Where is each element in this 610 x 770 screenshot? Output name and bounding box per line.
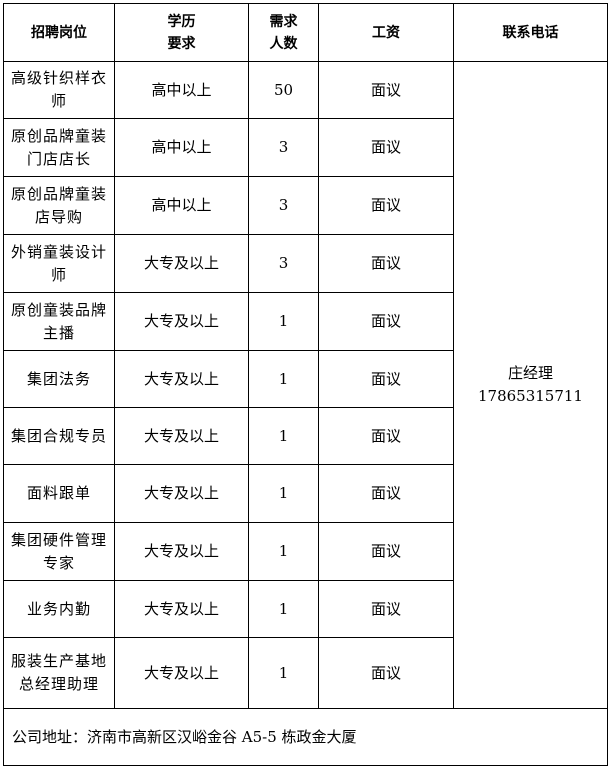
salary-cell: 面议 — [318, 407, 454, 465]
table-row: 集团法务 大专及以上 1 面议 — [3, 350, 608, 408]
salary-cell: 面议 — [318, 522, 454, 581]
salary-cell: 面议 — [318, 350, 454, 408]
table-row: 集团合规专员 大专及以上 1 面议 — [3, 407, 608, 465]
count-cell: 3 — [248, 176, 319, 235]
table-row: 高级针织样衣师 高中以上 50 面议 庄经理 17865315711 — [3, 61, 608, 709]
header-contact: 联系电话 — [453, 3, 608, 62]
education-cell: 大专及以上 — [114, 522, 249, 581]
salary-cell: 面议 — [318, 118, 454, 177]
education-cell: 大专及以上 — [114, 464, 249, 523]
salary-cell: 面议 — [318, 464, 454, 523]
position-cell: 原创童装品牌主播 — [3, 292, 115, 351]
position-cell: 集团硬件管理专家 — [3, 522, 115, 581]
table-row: 原创童装品牌主播 大专及以上 1 面议 — [3, 292, 608, 351]
education-cell: 大专及以上 — [114, 234, 249, 293]
count-cell: 3 — [248, 118, 319, 177]
table-row: 业务内勤 大专及以上 1 面议 — [3, 580, 608, 638]
count-cell: 1 — [248, 522, 319, 581]
contact-phone: 17865315711 — [478, 387, 583, 405]
count-cell: 1 — [248, 350, 319, 408]
table-row: 原创品牌童装门店店长 高中以上 3 面议 — [3, 118, 608, 177]
salary-cell: 面议 — [318, 61, 454, 119]
position-cell: 服装生产基地总经理助理 — [3, 637, 115, 709]
education-cell: 高中以上 — [114, 176, 249, 235]
education-cell: 高中以上 — [114, 61, 249, 119]
header-row: 招聘岗位 学历 要求 需求 人数 工资 联系电话 — [3, 3, 608, 62]
count-cell: 50 — [248, 61, 319, 119]
position-cell: 集团法务 — [3, 350, 115, 408]
contact-name: 庄经理 — [507, 364, 553, 382]
header-education: 学历 要求 — [114, 3, 249, 62]
count-cell: 1 — [248, 464, 319, 523]
position-cell: 原创品牌童装店导购 — [3, 176, 115, 235]
position-cell: 面料跟单 — [3, 464, 115, 523]
header-count-text: 需求 人数 — [269, 13, 298, 52]
contact-cell: 庄经理 17865315711 — [453, 61, 608, 709]
salary-cell: 面议 — [318, 580, 454, 638]
header-education-text: 学历 要求 — [167, 13, 196, 52]
education-cell: 大专及以上 — [114, 407, 249, 465]
header-position: 招聘岗位 — [3, 3, 115, 62]
count-cell: 3 — [248, 234, 319, 293]
count-cell: 1 — [248, 292, 319, 351]
recruitment-table: 招聘岗位 学历 要求 需求 人数 工资 联系电话 高级针织样衣师 高中以上 50 面议… — [3, 3, 608, 766]
table-row: 服装生产基地总经理助理 大专及以上 1 面议 — [3, 637, 608, 709]
count-cell: 1 — [248, 407, 319, 465]
position-cell: 高级针织样衣师 — [3, 61, 115, 119]
count-cell: 1 — [248, 637, 319, 709]
education-cell: 高中以上 — [114, 118, 249, 177]
position-cell: 业务内勤 — [3, 580, 115, 638]
salary-cell: 面议 — [318, 234, 454, 293]
position-cell: 原创品牌童装门店店长 — [3, 118, 115, 177]
header-salary: 工资 — [318, 3, 454, 62]
salary-cell: 面议 — [318, 292, 454, 351]
education-cell: 大专及以上 — [114, 350, 249, 408]
footer-row: 公司地址：济南市高新区汉峪金谷 A5-5 栋政金大厦 — [3, 708, 608, 766]
education-cell: 大专及以上 — [114, 637, 249, 709]
count-cell: 1 — [248, 580, 319, 638]
table-row: 外销童装设计师 大专及以上 3 面议 — [3, 234, 608, 293]
table-row: 集团硬件管理专家 大专及以上 1 面议 — [3, 522, 608, 581]
education-cell: 大专及以上 — [114, 292, 249, 351]
salary-cell: 面议 — [318, 637, 454, 709]
education-cell: 大专及以上 — [114, 580, 249, 638]
salary-cell: 面议 — [318, 176, 454, 235]
position-cell: 集团合规专员 — [3, 407, 115, 465]
header-count: 需求 人数 — [248, 3, 319, 62]
position-cell: 外销童装设计师 — [3, 234, 115, 293]
company-address: 公司地址：济南市高新区汉峪金谷 A5-5 栋政金大厦 — [3, 708, 608, 766]
